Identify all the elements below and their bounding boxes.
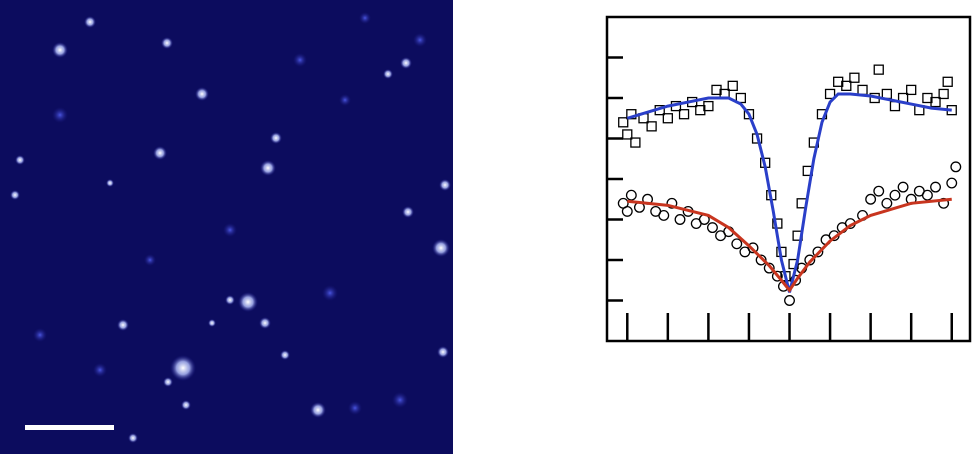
circle-point xyxy=(771,270,783,282)
plot xyxy=(607,56,962,341)
circle-point xyxy=(873,185,885,197)
square-point xyxy=(938,88,949,100)
circle-point xyxy=(938,197,950,209)
circle-point xyxy=(784,295,795,306)
circle-point xyxy=(946,177,958,189)
circle-point xyxy=(921,189,933,201)
fit-line xyxy=(627,197,952,293)
circle-point xyxy=(666,197,678,209)
circle-point xyxy=(763,262,775,274)
circle-point xyxy=(625,189,637,201)
square-point xyxy=(743,109,755,120)
square-point xyxy=(942,76,953,87)
circle-point xyxy=(865,193,877,205)
square-point xyxy=(646,121,657,132)
square-point xyxy=(630,137,641,148)
circle-point xyxy=(658,209,670,221)
circle-point xyxy=(812,246,824,258)
square-point xyxy=(841,80,852,91)
square-point xyxy=(678,109,690,120)
square-point xyxy=(618,117,629,128)
circle-point xyxy=(755,254,767,266)
circle-point xyxy=(674,214,686,225)
circle-point xyxy=(881,197,893,209)
circle-point xyxy=(897,181,909,193)
square-point xyxy=(930,96,941,108)
circle-point xyxy=(707,222,718,234)
square-point xyxy=(857,84,868,96)
square-point xyxy=(906,84,917,96)
square-point xyxy=(662,113,673,124)
micrograph xyxy=(0,0,453,454)
circle-point xyxy=(889,189,901,201)
circle-point xyxy=(790,274,802,286)
scale-bar xyxy=(25,425,114,430)
square-point xyxy=(727,80,738,91)
square-point xyxy=(622,129,633,140)
circle-point xyxy=(731,238,743,250)
circle-point xyxy=(621,205,633,217)
square-point xyxy=(703,100,714,112)
circle-point xyxy=(747,242,759,254)
circle-point xyxy=(930,181,941,193)
square-point xyxy=(849,72,860,83)
square-point xyxy=(873,64,884,75)
square-point xyxy=(824,88,836,100)
circle-point xyxy=(950,161,962,173)
circle-point xyxy=(804,254,816,266)
